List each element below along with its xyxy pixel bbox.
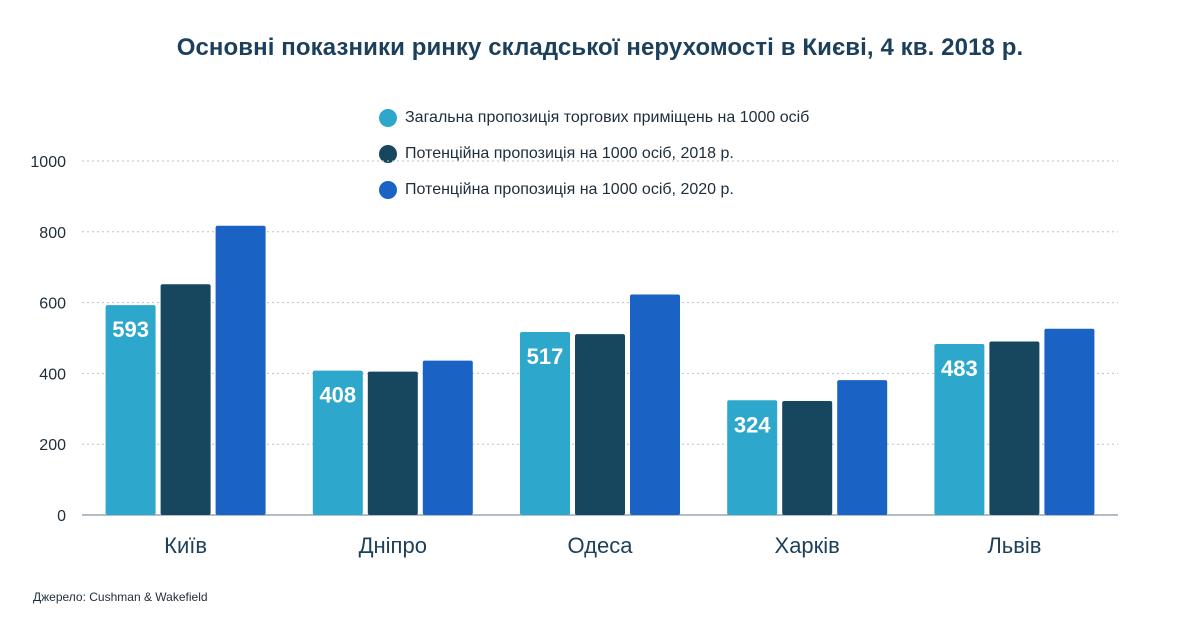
bar-s2-c0 — [215, 225, 266, 516]
source-note: Джерело: Cushman & Wakefield — [33, 590, 208, 604]
data-label-s0-c1: 408 — [319, 383, 356, 408]
y-tick-label-200: 200 — [39, 437, 66, 454]
data-label-s0-c2: 517 — [527, 344, 564, 369]
bar-s0-c2 — [520, 331, 570, 515]
bar-s1-c2 — [575, 334, 625, 515]
legend-label-total: Загальна пропозиція торгових приміщень н… — [405, 109, 810, 126]
legend-item-potential-2020: Потенційна пропозиція на 1000 осіб, 2020… — [379, 172, 809, 208]
x-category-label-4: Львів — [987, 533, 1041, 558]
chart-title: Основні показники ринку складської нерух… — [176, 34, 1024, 61]
x-category-label-1: Дніпро — [359, 533, 427, 558]
data-label-s0-c3: 324 — [734, 412, 771, 437]
bar-s2-c3 — [837, 380, 888, 515]
bar-s1-c3 — [782, 401, 833, 515]
legend-item-potential-2018: Потенційна пропозиція на 1000 осіб, 2018… — [379, 136, 809, 172]
y-tick-label-600: 600 — [39, 296, 66, 313]
bar-s0-c3 — [727, 400, 778, 515]
legend-item-total: Загальна пропозиція торгових приміщень н… — [379, 100, 809, 136]
data-label-s0-c4: 483 — [941, 356, 978, 381]
y-tick-label-400: 400 — [39, 366, 66, 383]
bar-s1-c0 — [160, 284, 211, 515]
bar-s0-c4 — [934, 344, 985, 515]
bar-s1-c1 — [367, 371, 418, 515]
x-category-label-3: Харків — [775, 533, 840, 558]
legend-swatch-total — [379, 109, 397, 127]
bar-s2-c2 — [630, 294, 680, 515]
bar-s1-c4 — [989, 341, 1040, 515]
x-category-label-2: Одеса — [568, 533, 634, 558]
legend-swatch-potential-2020 — [379, 181, 397, 199]
legend-swatch-potential-2018 — [379, 145, 397, 163]
bar-s0-c0 — [105, 305, 156, 515]
y-tick-label-800: 800 — [39, 225, 66, 242]
data-label-s0-c0: 593 — [112, 317, 149, 342]
legend-label-potential-2018: Потенційна пропозиція на 1000 осіб, 2018… — [405, 145, 734, 162]
legend-label-potential-2020: Потенційна пропозиція на 1000 осіб, 2020… — [405, 181, 734, 198]
y-tick-label-0: 0 — [57, 508, 66, 525]
bar-s2-c4 — [1044, 328, 1095, 515]
bar-s0-c1 — [312, 370, 363, 515]
x-category-label-0: Київ — [164, 533, 207, 558]
legend: Загальна пропозиція торгових приміщень н… — [379, 100, 809, 208]
bar-s2-c1 — [422, 360, 473, 515]
y-tick-label-1000: 1000 — [30, 154, 66, 171]
